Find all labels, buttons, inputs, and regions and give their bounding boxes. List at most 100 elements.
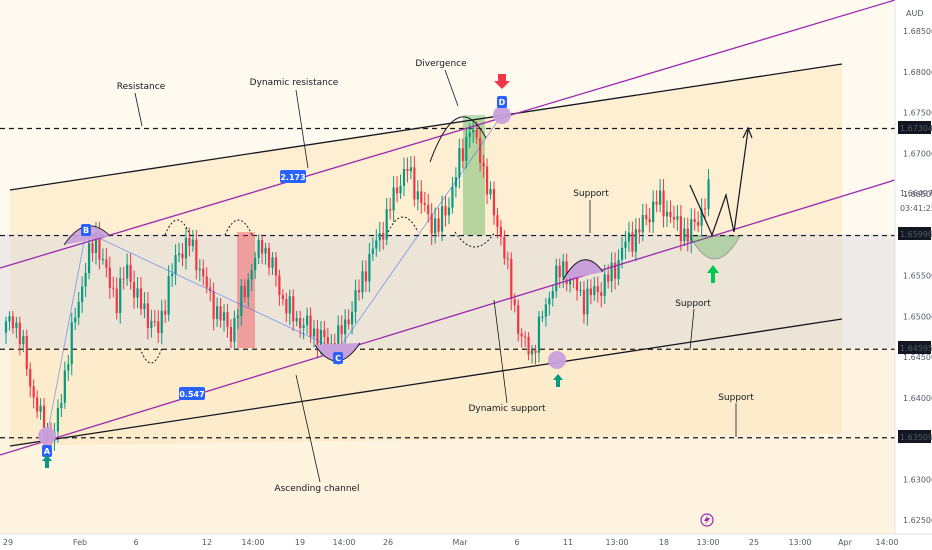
candle-body bbox=[63, 370, 66, 403]
projection-arrowhead bbox=[742, 126, 753, 139]
candle-body bbox=[686, 228, 689, 242]
candle-body bbox=[250, 270, 253, 280]
candle-body bbox=[18, 322, 21, 345]
candle-body bbox=[243, 285, 246, 298]
candle-body bbox=[537, 316, 541, 353]
candle-body bbox=[665, 211, 669, 217]
lightning-icon[interactable] bbox=[700, 513, 714, 527]
point-badge bbox=[333, 352, 343, 364]
candle-body bbox=[240, 285, 243, 316]
x-tick-label: Apr bbox=[838, 538, 853, 547]
time-axis[interactable] bbox=[0, 534, 932, 550]
candle-body bbox=[520, 333, 523, 337]
candle-body bbox=[119, 278, 122, 314]
x-tick-label: 13:00 bbox=[605, 538, 628, 547]
dotted-arc-top bbox=[224, 219, 253, 236]
candle-body bbox=[437, 218, 440, 232]
candle-body bbox=[485, 166, 489, 195]
y-tick-label: 1.66500 bbox=[903, 190, 932, 199]
candle-body bbox=[219, 306, 222, 321]
candle-body bbox=[458, 148, 461, 178]
candle-body bbox=[122, 278, 125, 280]
markers-group: A B C D 2.173 0.547 bbox=[38, 74, 719, 468]
candle-body bbox=[260, 239, 264, 254]
label-support-2: Support bbox=[675, 299, 711, 309]
candle-body bbox=[440, 206, 444, 232]
candle-body bbox=[112, 287, 115, 289]
candle-body bbox=[375, 240, 378, 249]
candle-body bbox=[613, 262, 617, 279]
candle-body bbox=[371, 248, 374, 254]
candle-body bbox=[530, 350, 534, 355]
candle-body bbox=[305, 315, 309, 326]
candle-body bbox=[669, 211, 672, 217]
pivot-circle bbox=[38, 427, 56, 445]
x-tick-label: 12 bbox=[202, 538, 212, 547]
label-dynamic-support: Dynamic support bbox=[468, 404, 546, 414]
y-tick-label: 1.68500 bbox=[903, 27, 932, 36]
x-tick-label: 14:00 bbox=[875, 538, 898, 547]
candle-body bbox=[468, 132, 471, 137]
candle-body bbox=[271, 257, 274, 268]
label-resistance: Resistance bbox=[117, 82, 166, 92]
price-label-box bbox=[898, 227, 931, 240]
candle-body bbox=[25, 336, 28, 370]
x-tick-label: 6 bbox=[133, 538, 138, 547]
candle-body bbox=[596, 286, 599, 293]
candle-body bbox=[233, 318, 236, 342]
candle-body bbox=[56, 408, 60, 432]
arrow-down-icon bbox=[494, 74, 510, 89]
candle-body bbox=[84, 273, 87, 287]
candle-body bbox=[354, 290, 357, 312]
candle-body bbox=[655, 201, 658, 205]
candle-body bbox=[461, 148, 464, 161]
price-axis[interactable] bbox=[895, 0, 932, 550]
candle-body bbox=[496, 215, 499, 227]
y-tick-label: 1.63000 bbox=[903, 475, 932, 484]
candle-body bbox=[357, 290, 361, 293]
x-tick-label: 18 bbox=[659, 538, 669, 547]
candle-body bbox=[593, 286, 596, 296]
candle-body bbox=[703, 208, 707, 210]
candle-body bbox=[254, 257, 257, 271]
candle-body bbox=[11, 316, 15, 329]
candle-body bbox=[638, 229, 641, 233]
x-tick-label: 14:00 bbox=[241, 538, 264, 547]
y-tick-label: 1.64500 bbox=[903, 353, 932, 362]
x-tick-label: 11 bbox=[563, 538, 573, 547]
point-badge bbox=[81, 224, 91, 236]
candle-body bbox=[378, 233, 381, 241]
candle-body bbox=[492, 188, 496, 216]
candle-body bbox=[645, 214, 648, 220]
candle-body bbox=[205, 276, 208, 288]
x-axis-ticks: 29 Feb 6 12 14:00 19 14:00 26 Mar 6 11 13:00 18 13:00… bbox=[3, 538, 899, 547]
candle-body bbox=[139, 288, 143, 310]
y-tick-label: 1.64000 bbox=[903, 394, 932, 403]
y-tick-label: 1.65500 bbox=[903, 272, 932, 281]
lower-zone bbox=[0, 348, 895, 534]
candle-body bbox=[395, 187, 399, 194]
candle-body bbox=[344, 319, 347, 335]
candle-body bbox=[29, 369, 32, 387]
price-label-text: 03:41:25 bbox=[900, 204, 932, 213]
y-tick-label: 1.67000 bbox=[903, 149, 932, 158]
x-tick-label: 29 bbox=[3, 538, 13, 547]
pointer-support-2 bbox=[689, 308, 695, 351]
candle-body bbox=[323, 329, 326, 338]
candle-body bbox=[489, 188, 492, 195]
candle-body bbox=[465, 136, 468, 161]
candle-body bbox=[288, 296, 291, 314]
candle-body bbox=[198, 268, 201, 271]
candle-body bbox=[416, 191, 419, 200]
candle-body bbox=[679, 216, 682, 242]
green-cup bbox=[689, 235, 741, 260]
candle-body bbox=[216, 306, 219, 320]
y-tick-label: 1.65000 bbox=[903, 312, 932, 321]
candle-body bbox=[707, 179, 710, 210]
candle-body bbox=[32, 386, 35, 398]
candle-body bbox=[413, 167, 416, 200]
label-dynamic-resistance: Dynamic resistance bbox=[250, 78, 339, 88]
candle-body bbox=[350, 311, 354, 325]
